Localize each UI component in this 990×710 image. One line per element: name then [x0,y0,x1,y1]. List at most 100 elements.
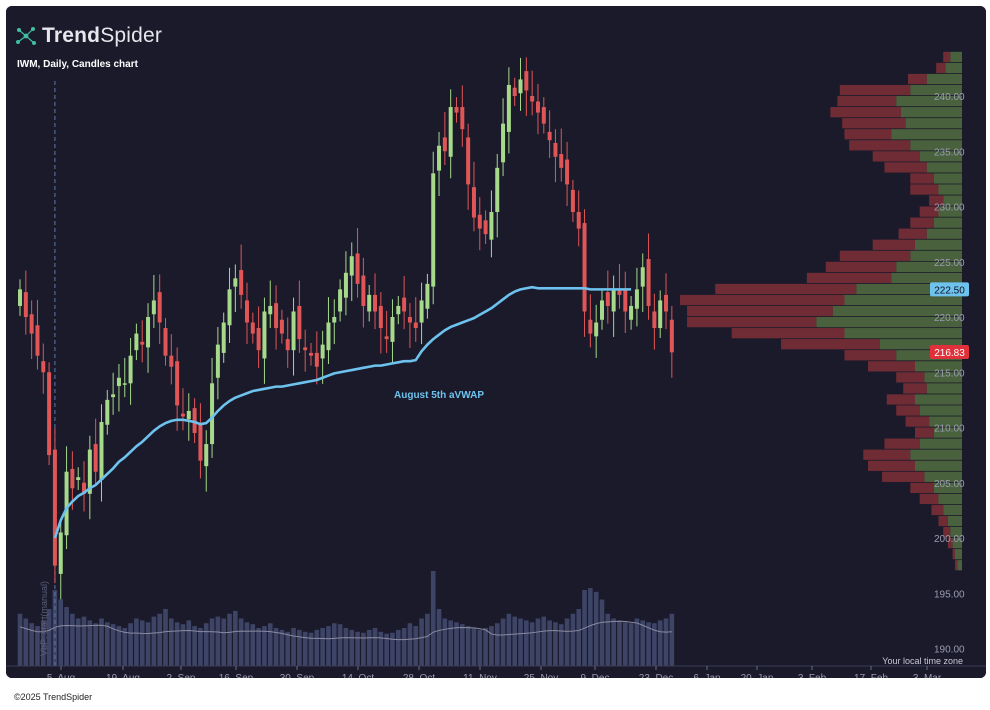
candle-body [262,311,267,359]
candle [454,97,459,123]
volume-bar [448,620,453,666]
volume-bar [285,631,291,666]
candle [489,190,494,258]
vbp-down-bar [849,140,911,151]
candle [407,303,412,348]
candle-body [303,347,308,351]
volume-bar [640,620,646,666]
volume-bar [489,626,494,666]
candle [256,306,261,368]
candle-body [268,305,273,315]
candle [559,128,564,182]
y-tick-label: 195.00 [934,589,965,600]
vbp-up-bar [896,96,962,107]
candle [390,299,395,364]
candle-body [634,289,639,309]
candle [151,275,156,329]
candle-body [186,410,191,420]
volume-bar [483,628,488,666]
volume-bar [366,629,372,666]
candle-body [291,311,296,351]
x-tick-label: 19. Aug [106,673,140,678]
avwap-line [53,285,632,539]
candle-body [87,449,92,494]
volume-bar [105,622,110,666]
candle [646,233,651,320]
candle [460,85,465,147]
candle-body [407,317,412,323]
candle-body [471,187,476,218]
candle-body [495,167,500,213]
candle [547,110,552,158]
candle [506,67,511,154]
volume-bar [547,620,552,666]
vbp-up-bar [947,515,962,527]
candle-body [180,413,185,417]
volume-bar [419,618,424,666]
volume-bar [663,618,669,666]
candle [349,242,354,301]
vbp-down-bar [781,339,880,350]
volume-bar [617,620,622,666]
vbp-down-bar [842,118,906,129]
candle [105,389,110,435]
candle [413,297,418,342]
copyright-text: ©2025 TrendSpider [14,692,93,702]
candle-body [221,322,226,353]
candle [617,263,622,309]
volume-bar [413,626,419,666]
candle-body [99,421,104,480]
candle [140,320,145,363]
volume-bar [553,622,558,666]
price-tag-bg [930,282,969,297]
vbp-up-bar [905,118,962,129]
volume-bar [442,618,448,666]
x-tick-label: 14. Oct [342,673,374,678]
candle [600,290,604,330]
vbp-down-bar [687,317,817,328]
candle-body [541,107,546,124]
candle-body [29,314,34,334]
volume-bar [628,623,634,666]
candle [384,310,389,353]
candle [623,271,628,334]
volume-bar [558,624,564,666]
candle [477,197,482,251]
candle [448,89,453,179]
volume-bar [134,618,139,666]
volume-bar [302,631,308,666]
candle-body [349,256,354,276]
candle-body [378,305,383,329]
volume-bar [273,628,279,666]
vbp-up-bar [929,416,962,427]
y-axis: 240.00 235.00 230.00 225.00 220.00 215.00 210.… [934,92,965,656]
candle [524,57,529,116]
candle [186,393,191,441]
vbp-down-bar [907,73,927,85]
candle-body [658,300,663,329]
candle-body [309,352,313,356]
candle-body [157,292,162,323]
volume-bar [209,618,215,666]
chart-frame[interactable]: VbP: start(manual) August 5th aVWAP 240.00… [6,6,986,678]
timezone-note: Your local time zone [882,656,963,666]
chart-canvas[interactable]: VbP: start(manual) August 5th aVWAP 240.00… [6,6,986,678]
candle-body [244,300,249,323]
candle-body [605,292,610,306]
volume-bar [186,620,192,666]
volume-bars [17,571,675,666]
candle-body [518,79,523,94]
vbp-down-bar [898,228,927,239]
vbp-down-bar [910,482,934,493]
vbp-up-bar [938,493,962,505]
volume-bar [646,622,651,666]
candle [437,131,442,197]
x-tick-label: 25. Nov [524,673,558,678]
x-tick-label: 30. Sep [280,673,315,678]
candle-body [629,305,634,320]
vbp-up-bar [844,328,962,339]
vbp-up-bar [926,73,962,85]
candle-body [570,189,575,213]
candle [309,342,313,366]
candle [629,296,634,330]
